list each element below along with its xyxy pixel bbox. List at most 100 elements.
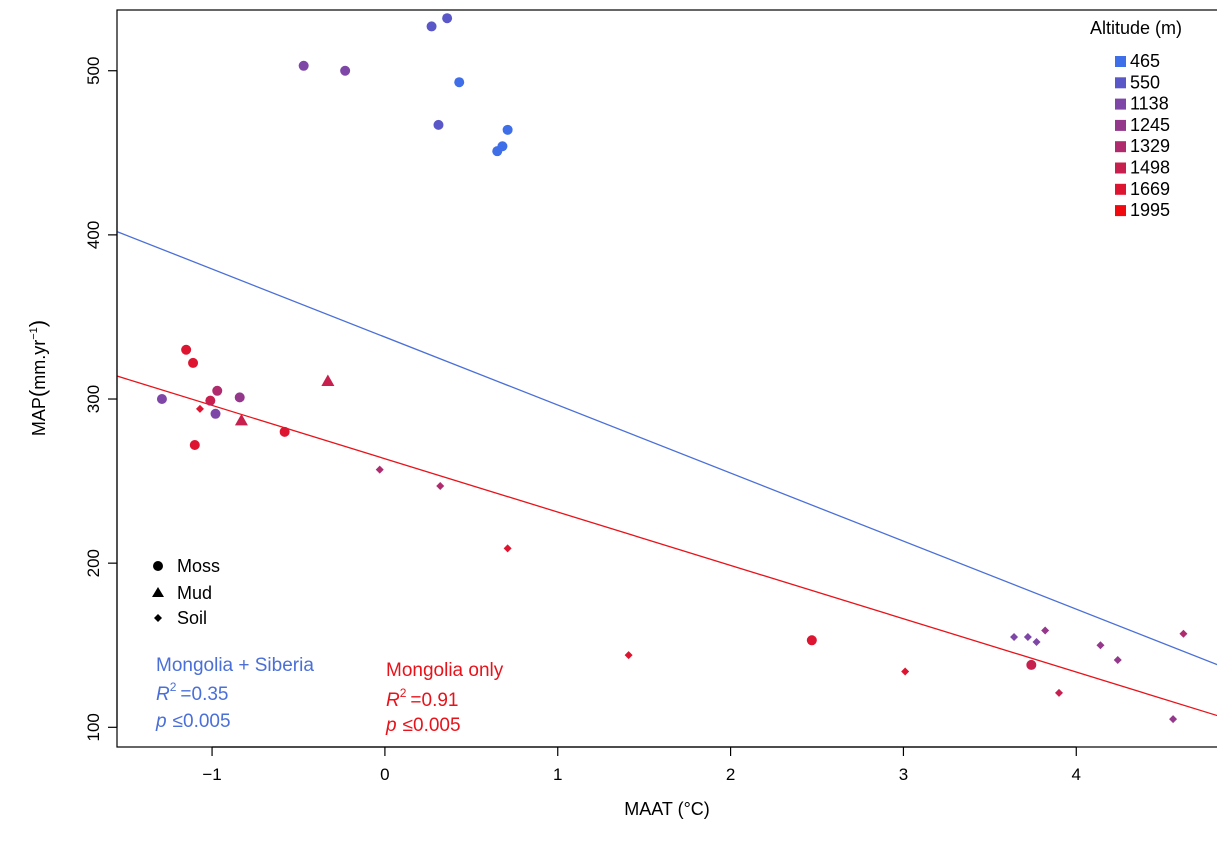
moss-point	[1026, 659, 1037, 670]
soil-point	[375, 465, 384, 474]
soil-point	[195, 404, 204, 413]
moss-point	[442, 13, 453, 24]
x-tick-label: 4	[1072, 765, 1081, 784]
x-axis-title: MAAT (°C)	[624, 799, 710, 819]
y-axis-title-unit-sup: −1	[28, 327, 40, 340]
soil-legend-label: Soil	[177, 608, 207, 628]
r2-value: =0.35	[180, 684, 228, 705]
soil-point	[1010, 633, 1019, 642]
moss-point	[205, 395, 216, 406]
regression-lines	[116, 230, 1217, 717]
altitude-label-550: 550	[1130, 72, 1160, 92]
mud-point	[321, 374, 335, 386]
plot-frame	[116, 9, 1217, 748]
altitude-label-465: 465	[1130, 51, 1160, 71]
y-axis-title-main: MAP	[29, 397, 49, 436]
moss-point	[156, 394, 167, 405]
moss-point	[189, 439, 200, 450]
r2-symbol: R	[156, 684, 170, 705]
p-symbol: p	[155, 711, 167, 732]
moss-legend-label: Moss	[177, 556, 220, 576]
y-axis: 100 200 300 400 500	[84, 57, 118, 741]
p-value: ≤0.005	[403, 715, 461, 736]
y-tick-label: 100	[84, 713, 103, 741]
soil-point	[1041, 626, 1050, 635]
altitude-legend: Altitude (m) 465550113812451329149816691…	[1090, 18, 1182, 220]
altitude-swatch-1498	[1115, 162, 1126, 174]
x-tick-label: 0	[380, 765, 389, 784]
soil-point	[1113, 656, 1122, 665]
soil-point	[901, 667, 910, 676]
moss-point	[188, 357, 199, 368]
altitude-legend-title: Altitude (m)	[1090, 18, 1182, 38]
mud-point	[234, 413, 248, 426]
annotation-p: p ≤0.005	[155, 711, 231, 732]
soil-legend-symbol	[154, 614, 162, 622]
moss-legend-symbol	[153, 561, 163, 571]
moss-point	[279, 426, 290, 437]
moss-point	[433, 119, 444, 130]
altitude-swatch-1138	[1115, 98, 1126, 110]
altitude-swatch-1669	[1115, 183, 1126, 195]
soil-point	[1032, 637, 1041, 646]
r2-symbol: R	[386, 690, 400, 711]
r2-sup: 2	[400, 686, 407, 700]
altitude-label-1329: 1329	[1130, 136, 1170, 156]
soil-point	[1054, 688, 1063, 697]
y-axis-title-unit: mm.yr	[29, 340, 49, 390]
altitude-label-1138: 1138	[1130, 94, 1169, 114]
moss-point	[181, 344, 192, 355]
x-tick-label: −1	[202, 765, 221, 784]
r2-sup: 2	[170, 680, 177, 694]
annotation-p: p ≤0.005	[385, 715, 461, 736]
moss-point	[210, 408, 221, 419]
moss-point	[340, 65, 351, 76]
moss-point	[454, 77, 465, 88]
altitude-swatch-550	[1115, 77, 1126, 89]
y-tick-label: 400	[84, 221, 103, 249]
annotation-r2: R2 =0.35	[156, 680, 229, 705]
soil-point	[1179, 629, 1188, 638]
altitude-swatch-1995	[1115, 205, 1126, 217]
altitude-label-1995: 1995	[1130, 200, 1170, 220]
data-points	[156, 13, 1188, 724]
soil-point	[1169, 715, 1178, 724]
moss-point	[298, 60, 309, 71]
annotation-r2: R2 =0.91	[386, 686, 459, 711]
annotation-label: Mongolia only	[386, 660, 504, 681]
y-axis-paren-open: (	[25, 389, 50, 397]
mud-legend-symbol	[152, 587, 164, 597]
y-tick-label: 200	[84, 549, 103, 577]
x-axis: −1 0 1 2 3 4	[202, 746, 1081, 784]
p-symbol: p	[385, 715, 397, 736]
y-axis-paren-close: )	[25, 320, 50, 327]
moss-point	[426, 21, 437, 32]
annotation-mongolia-siberia: Mongolia + Siberia R2 =0.35 p ≤0.005	[155, 655, 314, 732]
soil-point	[436, 482, 445, 491]
y-tick-label: 500	[84, 57, 103, 85]
moss-point	[234, 392, 245, 403]
y-tick-label: 300	[84, 385, 103, 413]
x-tick-label: 3	[899, 765, 908, 784]
p-value: ≤0.005	[173, 711, 231, 732]
x-tick-label: 1	[553, 765, 562, 784]
moss-point	[212, 385, 223, 396]
altitude-swatch-1245	[1115, 119, 1126, 131]
altitude-swatch-465	[1115, 56, 1126, 67]
r2-value: =0.91	[410, 690, 458, 711]
altitude-swatch-1329	[1115, 141, 1126, 153]
soil-point	[1023, 633, 1032, 642]
regression-line-1	[116, 230, 1217, 666]
annotation-mongolia-only: Mongolia only R2 =0.91 p ≤0.005	[385, 660, 504, 736]
soil-point	[1096, 641, 1105, 650]
altitude-label-1498: 1498	[1130, 158, 1170, 178]
y-axis-title: MAP(mm.yr−1)	[25, 320, 50, 436]
soil-point	[503, 544, 512, 553]
regression-line-2	[116, 375, 1217, 717]
annotation-label: Mongolia + Siberia	[156, 655, 314, 676]
moss-point	[806, 635, 817, 646]
altitude-label-1245: 1245	[1130, 115, 1170, 135]
moss-point	[492, 146, 503, 157]
